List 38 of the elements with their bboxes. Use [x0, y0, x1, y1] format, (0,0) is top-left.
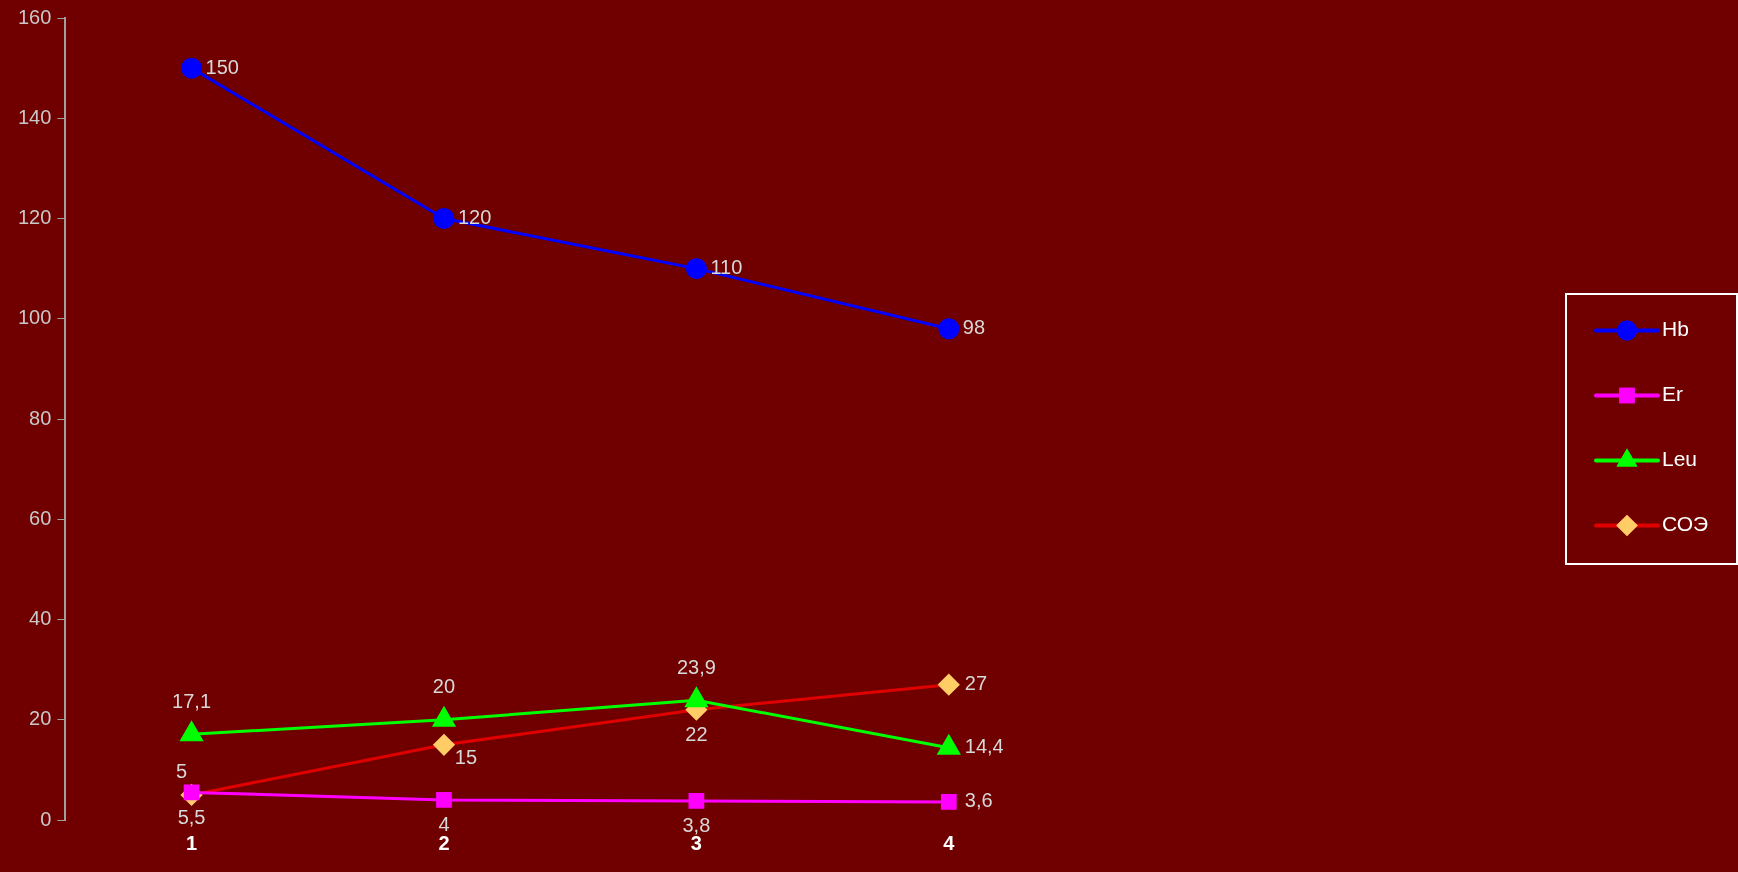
- y-tick-label: 120: [17, 206, 52, 229]
- data-label: 22: [685, 723, 708, 746]
- legend-label: Hb: [1662, 317, 1689, 341]
- data-label: 17,1: [172, 689, 212, 712]
- y-tick-label: 0: [40, 807, 52, 830]
- data-label: 3,6: [964, 789, 993, 812]
- y-tick-label: 160: [17, 5, 52, 28]
- x-tick-label: 1: [186, 831, 198, 854]
- data-label: 15: [454, 746, 478, 769]
- y-tick-label: 20: [29, 707, 52, 730]
- data-label: 5: [176, 760, 188, 783]
- y-tick-label: 40: [29, 607, 52, 630]
- data-label: 120: [457, 206, 492, 229]
- y-tick-label: 60: [29, 506, 52, 529]
- point: [685, 258, 707, 280]
- data-label: 14,4: [964, 735, 1004, 758]
- legend-label: СОЭ: [1662, 512, 1709, 536]
- point: [688, 793, 705, 809]
- data-label: 110: [710, 256, 743, 279]
- y-tick-label: 140: [17, 105, 52, 128]
- y-tick-label: 80: [29, 406, 52, 429]
- point: [433, 734, 455, 756]
- data-label: 23,9: [676, 655, 716, 678]
- point: [940, 794, 957, 810]
- point: [938, 318, 960, 340]
- x-tick-label: 4: [943, 831, 956, 854]
- data-label: 27: [964, 672, 988, 695]
- y-tick-label: 100: [17, 306, 52, 329]
- point: [433, 208, 455, 229]
- point: [938, 674, 960, 696]
- data-label: 150: [205, 55, 239, 78]
- data-label: 5,5: [177, 805, 206, 828]
- point: [181, 57, 203, 79]
- data-label: 98: [962, 316, 986, 339]
- legend-label: Leu: [1662, 447, 1698, 471]
- data-label: 20: [432, 675, 456, 698]
- legend-label: Er: [1662, 382, 1684, 406]
- point: [436, 792, 452, 808]
